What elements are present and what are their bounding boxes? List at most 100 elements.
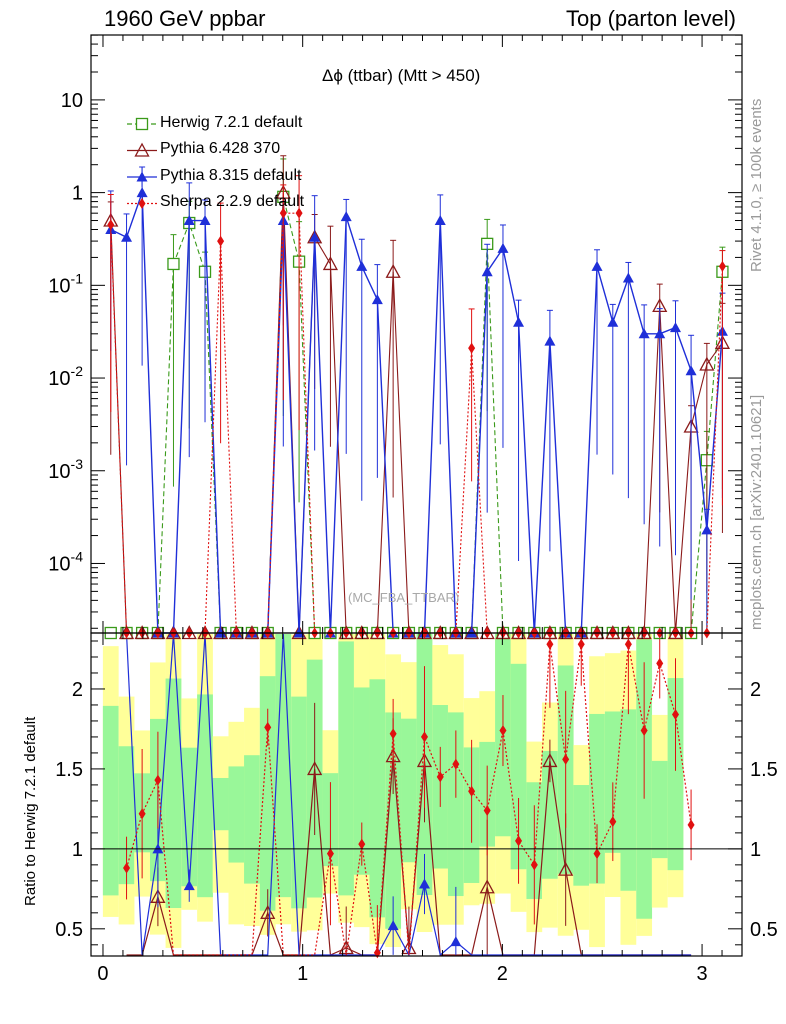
ratio-band-inner bbox=[291, 696, 307, 909]
ratio-y-tick-label: 1.5 bbox=[55, 759, 83, 781]
ratio-y-tick-label: 1 bbox=[72, 839, 83, 861]
legend-label-pythia6: Pythia 6.428 370 bbox=[160, 140, 281, 157]
ratio-point bbox=[418, 878, 430, 889]
y-tick-label: 10-1 bbox=[48, 270, 83, 297]
ratio-point bbox=[546, 638, 554, 650]
ratio-point bbox=[326, 848, 334, 860]
y-tick-label: 10-2 bbox=[48, 363, 83, 390]
ratio-point bbox=[450, 936, 462, 947]
data-point bbox=[371, 294, 383, 305]
ratio-band-inner bbox=[165, 678, 182, 908]
x-tick-label: 2 bbox=[497, 963, 508, 985]
ratio-point bbox=[593, 848, 601, 860]
y-tick-label: 10-4 bbox=[48, 548, 83, 575]
ratio-y-tick-label: 0.5 bbox=[55, 919, 83, 941]
legend-label-sherpa: Sherpa 2.2.9 default bbox=[160, 193, 305, 210]
ratio-band-inner bbox=[244, 755, 260, 884]
ratio-y-tick-label: 2 bbox=[72, 679, 83, 701]
ratio-point bbox=[123, 862, 131, 874]
ratio-band-inner bbox=[118, 746, 135, 885]
ratio-point bbox=[260, 904, 276, 919]
data-point bbox=[544, 335, 556, 346]
legend-label-herwig: Herwig 7.2.1 default bbox=[160, 114, 303, 131]
ratio-series-2 bbox=[123, 634, 695, 959]
ratio-band-inner bbox=[353, 687, 370, 875]
ratio-point bbox=[387, 920, 399, 931]
ratio-band-inner bbox=[275, 634, 292, 898]
ratio-point bbox=[672, 709, 680, 721]
ratio-point bbox=[420, 731, 428, 743]
data-point bbox=[497, 242, 509, 253]
data-point bbox=[718, 260, 726, 272]
ratio-y-tick-label-right: 1 bbox=[750, 839, 761, 861]
ratio-point bbox=[154, 774, 162, 786]
data-point bbox=[167, 257, 180, 271]
series-line bbox=[110, 192, 723, 634]
y-tick-label: 10-3 bbox=[48, 456, 83, 483]
legend-marker bbox=[135, 117, 149, 131]
ratio-y-tick-label-right: 1.5 bbox=[750, 759, 778, 781]
legend-marks bbox=[127, 117, 157, 209]
ratio-point bbox=[183, 880, 195, 891]
ratio-point bbox=[558, 861, 574, 876]
data-point bbox=[513, 316, 525, 327]
ratio-point bbox=[624, 638, 632, 650]
rivet-version-label: Rivet 4.1.0, ≥ 100k events bbox=[748, 98, 765, 272]
data-point bbox=[183, 215, 195, 226]
ratio-band-inner bbox=[369, 679, 386, 918]
ratio-point bbox=[530, 859, 538, 871]
ratio-band-inner bbox=[228, 766, 245, 863]
ratio-point bbox=[338, 940, 354, 955]
data-point bbox=[295, 207, 303, 219]
ratio-line bbox=[125, 644, 692, 956]
data-point bbox=[434, 215, 446, 226]
ratio-band-inner bbox=[259, 676, 276, 911]
analysis-watermark: (MC_FBA_TTBAR) bbox=[348, 590, 460, 605]
ratio-point bbox=[358, 838, 366, 850]
legend-marker bbox=[136, 171, 148, 182]
ratio-point bbox=[389, 728, 397, 740]
ratio-band-inner bbox=[604, 711, 621, 853]
ratio-band-inner bbox=[385, 712, 402, 929]
ratio-band-inner bbox=[510, 663, 527, 870]
legend-label-pythia8: Pythia 8.315 default bbox=[160, 167, 302, 184]
data-point bbox=[685, 365, 697, 376]
data-point bbox=[622, 272, 634, 283]
ratio-y-tick-label-right: 0.5 bbox=[750, 919, 778, 941]
ratio-point bbox=[515, 835, 523, 847]
data-point bbox=[385, 263, 401, 278]
ratio-band-inner bbox=[447, 712, 464, 897]
header-right-label: Top (parton level) bbox=[566, 6, 736, 31]
ratio-point bbox=[687, 819, 695, 831]
main-series-1 bbox=[103, 155, 731, 640]
ratio-point bbox=[138, 808, 146, 820]
data-point bbox=[481, 266, 493, 277]
ratio-band-inner bbox=[102, 705, 119, 896]
ratio-band-inner bbox=[542, 750, 558, 879]
data-point bbox=[121, 231, 133, 242]
ratio-band-inner bbox=[667, 678, 684, 871]
data-point bbox=[356, 260, 368, 271]
data-point bbox=[309, 231, 321, 242]
main-series-3 bbox=[107, 175, 726, 639]
ratio-point bbox=[542, 753, 558, 768]
ratio-point bbox=[468, 785, 476, 797]
ratio-band-inner bbox=[197, 694, 213, 898]
ratio-y-tick-label-right: 2 bbox=[750, 679, 761, 701]
data-point bbox=[217, 235, 225, 247]
ratio-point bbox=[640, 725, 648, 737]
ratio-point bbox=[499, 725, 507, 737]
data-point bbox=[699, 356, 715, 371]
series-line bbox=[110, 192, 724, 634]
data-point bbox=[591, 260, 603, 271]
ratio-frame bbox=[90, 632, 743, 957]
ratio-band-inner bbox=[651, 760, 668, 859]
axes: 0 1 2 3 10 1 10-1 10-2 10-3 10-4 2 2 1.5 1.5 1 1 0.5 0.5 bbox=[48, 34, 778, 985]
ratio-band-inner bbox=[620, 709, 637, 891]
ratio-lines bbox=[123, 633, 695, 959]
y-tick-label: 1 bbox=[72, 183, 83, 205]
data-point bbox=[468, 342, 476, 354]
header-left-label: 1960 GeV ppbar bbox=[104, 6, 266, 31]
data-point bbox=[340, 211, 352, 222]
